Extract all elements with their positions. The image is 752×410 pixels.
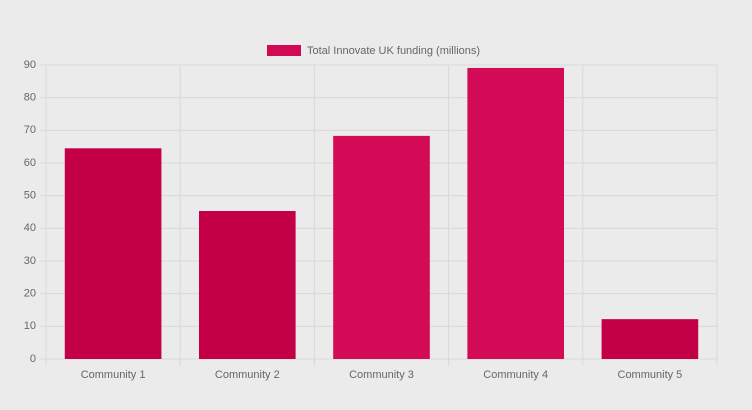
bar [64,148,162,359]
x-tick-label: Community 4 [483,369,548,381]
legend-label: Total Innovate UK funding (millions) [307,45,480,57]
x-tick-label: Community 3 [349,369,414,381]
x-tick-label: Community 1 [81,369,146,381]
bar [601,319,699,359]
bar [198,211,296,359]
bar [467,67,565,359]
y-tick-label: 0 [30,353,36,365]
y-tick-label: 30 [24,255,36,267]
y-tick-label: 90 [24,59,36,71]
y-tick-label: 10 [24,320,36,332]
y-tick-label: 80 [24,92,36,104]
y-tick-label: 20 [24,288,36,300]
y-tick-label: 60 [24,157,36,169]
y-tick-label: 50 [24,190,36,202]
bar [333,135,430,359]
legend-swatch [267,45,301,56]
y-tick-label: 70 [24,124,36,136]
y-tick-label: 40 [24,222,36,234]
x-tick-label: Community 2 [215,369,280,381]
x-tick-label: Community 5 [618,369,683,381]
